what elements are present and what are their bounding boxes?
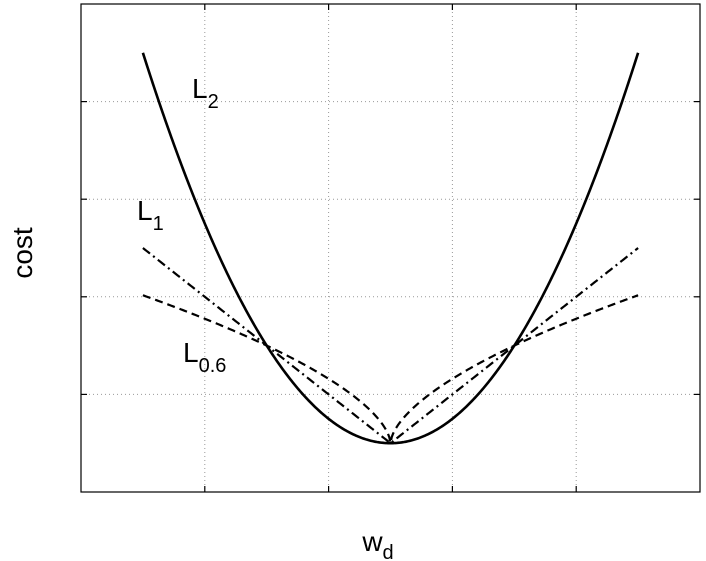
series-label-0-6: L0.6 <box>183 337 226 377</box>
grid <box>81 4 700 492</box>
series-label-2: L2 <box>192 73 219 113</box>
series-curves <box>141 52 640 445</box>
series-1-line <box>142 247 639 445</box>
x-axis-label-subscript: d <box>383 542 394 561</box>
series-label-1-subscript: 1 <box>153 213 164 235</box>
plot-frame <box>80 3 701 493</box>
axis-ticks <box>81 4 700 492</box>
x-axis-label-main: w <box>361 526 383 557</box>
series-label-1: L1 <box>137 195 164 235</box>
series-label-2-main: L <box>192 73 208 104</box>
series-2-line <box>141 52 640 445</box>
series-label-2-subscript: 2 <box>208 91 219 113</box>
series-label-1-main: L <box>137 195 153 226</box>
y-axis-label: cost <box>7 227 38 279</box>
series-label-0-6-main: L <box>183 337 199 368</box>
series-label-0-6-subscript: 0.6 <box>199 355 227 377</box>
x-axis-label: wd <box>361 526 393 561</box>
